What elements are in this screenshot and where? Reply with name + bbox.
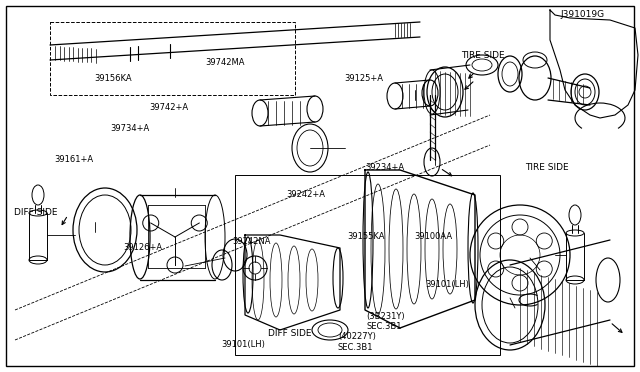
Text: 39742+A: 39742+A <box>149 103 188 112</box>
Text: TIRE SIDE: TIRE SIDE <box>461 51 504 60</box>
Text: (3B231Y): (3B231Y) <box>366 312 404 321</box>
Text: 39156KA: 39156KA <box>94 74 132 83</box>
Text: 39734+A: 39734+A <box>111 124 150 133</box>
Text: 39101(LH): 39101(LH) <box>426 280 470 289</box>
Text: J391019G: J391019G <box>560 10 604 19</box>
Text: 39101(LH): 39101(LH) <box>221 340 265 349</box>
Text: 39125+A: 39125+A <box>344 74 383 83</box>
Text: 39242NA: 39242NA <box>232 237 271 246</box>
Text: 39742MA: 39742MA <box>205 58 244 67</box>
Text: TIRE SIDE: TIRE SIDE <box>525 163 568 172</box>
Text: SEC.3B1: SEC.3B1 <box>338 343 373 352</box>
Text: DIFF SIDE: DIFF SIDE <box>14 208 58 217</box>
Text: SEC.3B1: SEC.3B1 <box>366 322 401 331</box>
Text: 39161+A: 39161+A <box>54 155 93 164</box>
Text: DIFF SIDE: DIFF SIDE <box>268 329 311 338</box>
Text: 39100AA: 39100AA <box>414 232 452 241</box>
Text: (40227Y): (40227Y) <box>338 332 376 341</box>
Text: 39126+A: 39126+A <box>123 243 162 252</box>
Text: 39155KA: 39155KA <box>348 232 385 241</box>
Text: 39234+A: 39234+A <box>365 163 404 172</box>
Text: 39242+A: 39242+A <box>287 190 326 199</box>
